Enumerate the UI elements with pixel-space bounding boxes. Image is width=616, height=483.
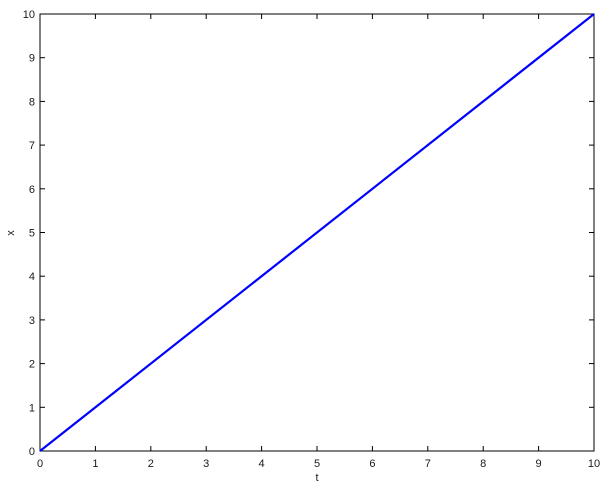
y-tick-label: 4 xyxy=(29,271,35,283)
x-tick-label: 1 xyxy=(92,458,98,470)
y-tick-label: 10 xyxy=(23,9,35,21)
x-axis-label: t xyxy=(315,472,318,483)
y-tick-label: 7 xyxy=(29,140,35,152)
y-tick-label: 6 xyxy=(29,184,35,196)
x-tick-label: 6 xyxy=(369,458,375,470)
y-tick-label: 2 xyxy=(29,359,35,371)
y-tick-label: 5 xyxy=(29,228,35,240)
x-tick-label: 2 xyxy=(148,458,154,470)
x-tick-label: 3 xyxy=(203,458,209,470)
y-tick-label: 0 xyxy=(29,446,35,458)
x-tick-label: 0 xyxy=(37,458,43,470)
x-tick-label: 9 xyxy=(536,458,542,470)
x-tick-label: 8 xyxy=(480,458,486,470)
series-line xyxy=(39,13,595,452)
y-tick-label: 8 xyxy=(29,96,35,108)
x-tick-label: 7 xyxy=(425,458,431,470)
y-tick-label: 1 xyxy=(29,402,35,414)
y-tick-label: 3 xyxy=(29,315,35,327)
y-tick-label: 9 xyxy=(29,53,35,65)
x-tick-label: 10 xyxy=(588,458,600,470)
x-tick-label: 4 xyxy=(259,458,265,470)
x-tick-label: 5 xyxy=(314,458,320,470)
y-axis-label: x xyxy=(5,230,17,236)
